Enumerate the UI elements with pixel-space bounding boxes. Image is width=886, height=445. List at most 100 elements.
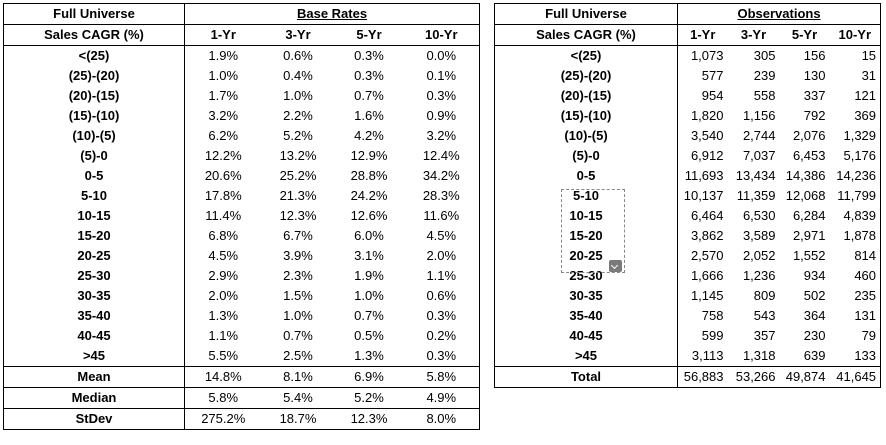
row-value[interactable]: 3.9% — [283, 248, 313, 263]
row-value[interactable]: 6.2% — [184, 126, 262, 146]
row-label[interactable]: 25-30 — [569, 268, 603, 283]
row-value[interactable]: 0.6% — [426, 288, 457, 303]
row-value[interactable]: 5,176 — [843, 148, 877, 163]
row-value[interactable]: 34.2% — [422, 168, 460, 183]
row-value[interactable]: 3.2% — [426, 128, 457, 143]
row-value[interactable]: 2.9% — [184, 266, 262, 286]
row-value[interactable]: 0.6% — [283, 48, 313, 63]
row-value[interactable]: 364 — [803, 308, 826, 323]
row-value[interactable]: 2,971 — [792, 228, 826, 243]
row-value[interactable]: 6,464 — [677, 206, 728, 226]
row-label[interactable]: 10-15 — [77, 208, 111, 223]
row-value[interactable]: 3,862 — [677, 226, 728, 246]
row-value[interactable]: 230 — [803, 328, 826, 343]
row-value[interactable]: 12.4% — [422, 148, 460, 163]
row-label[interactable]: (15)-(10) — [68, 108, 120, 123]
summary-label[interactable]: Total — [494, 366, 678, 388]
row-value[interactable]: 792 — [803, 108, 826, 123]
row-value[interactable]: 0.0% — [426, 48, 457, 63]
summary-value[interactable]: 5.2% — [334, 387, 404, 409]
summary-value[interactable]: 18.7% — [261, 408, 335, 430]
summary-label[interactable]: StDev — [3, 408, 185, 430]
row-value[interactable]: 1,073 — [677, 45, 728, 66]
row-value[interactable]: 460 — [854, 268, 877, 283]
column-header-3[interactable]: 10-Yr — [403, 24, 480, 46]
row-value[interactable]: 14,236 — [836, 168, 877, 183]
row-label[interactable]: (5)-0 — [80, 148, 108, 163]
row-value[interactable]: 4.2% — [354, 128, 384, 143]
row-value[interactable]: 639 — [803, 348, 826, 363]
row-value[interactable]: 6.8% — [184, 226, 262, 246]
row-label[interactable]: 5-10 — [572, 188, 600, 203]
row-value[interactable]: 1.3% — [354, 348, 384, 363]
summary-value[interactable]: 8.0% — [403, 408, 480, 430]
summary-value[interactable]: 53,266 — [727, 366, 780, 388]
row-value[interactable]: 3,113 — [677, 346, 728, 367]
row-label[interactable]: >45 — [574, 348, 598, 363]
row-value[interactable]: 7,037 — [742, 148, 776, 163]
row-value[interactable]: 2.2% — [283, 108, 313, 123]
row-value[interactable]: 1.6% — [354, 108, 384, 123]
row-value[interactable]: 1.0% — [354, 288, 384, 303]
row-value[interactable]: 239 — [753, 68, 776, 83]
row-value[interactable]: 11,359 — [736, 188, 776, 203]
row-value[interactable]: 502 — [803, 288, 826, 303]
row-value[interactable]: 814 — [854, 248, 877, 263]
row-value[interactable]: 28.3% — [422, 188, 460, 203]
row-value[interactable]: 15 — [861, 48, 877, 63]
row-value[interactable]: 133 — [854, 348, 877, 363]
row-label[interactable]: 0-5 — [576, 168, 596, 183]
row-value[interactable]: 1.5% — [283, 288, 313, 303]
row-value[interactable]: 11,799 — [837, 188, 877, 203]
table-title[interactable]: Observations — [676, 3, 881, 25]
row-value[interactable]: 0.3% — [426, 308, 457, 323]
row-label[interactable]: 25-30 — [77, 268, 111, 283]
row-value[interactable]: 357 — [753, 328, 776, 343]
row-value[interactable]: 1.0% — [283, 308, 313, 323]
row-label[interactable]: (20)-(15) — [560, 88, 612, 103]
row-value[interactable]: 305 — [753, 48, 776, 63]
row-value[interactable]: 1,156 — [742, 108, 776, 123]
summary-value[interactable]: 6.9% — [334, 366, 404, 388]
row-value[interactable]: 4.5% — [184, 246, 262, 266]
row-value[interactable]: 1.1% — [184, 326, 262, 346]
row-value[interactable]: 6,284 — [792, 208, 826, 223]
row-value[interactable]: 0.4% — [283, 68, 313, 83]
row-value[interactable]: 14,386 — [785, 168, 826, 183]
row-value[interactable]: 5.5% — [184, 346, 262, 367]
row-value[interactable]: 599 — [677, 326, 728, 346]
column-header-0[interactable]: 1-Yr — [677, 24, 728, 46]
row-value[interactable]: 235 — [854, 288, 877, 303]
row-value[interactable]: 558 — [753, 88, 776, 103]
row-value[interactable]: 25.2% — [279, 168, 317, 183]
row-label[interactable]: (25)-(20) — [68, 68, 120, 83]
row-value[interactable]: 11.6% — [423, 208, 460, 223]
row-value[interactable]: 3.2% — [184, 106, 262, 126]
column-header-2[interactable]: 5-Yr — [779, 24, 830, 46]
row-label[interactable]: 20-25 — [569, 248, 603, 263]
row-value[interactable]: 6,912 — [677, 146, 728, 166]
row-value[interactable]: 21.3% — [279, 188, 317, 203]
row-value[interactable]: 3,589 — [742, 228, 776, 243]
column-header-2[interactable]: 5-Yr — [334, 24, 404, 46]
row-value[interactable]: 0.9% — [426, 108, 457, 123]
summary-value[interactable]: 56,883 — [677, 366, 728, 388]
row-value[interactable]: 1.0% — [184, 66, 262, 86]
summary-value[interactable]: 5.4% — [261, 387, 335, 409]
row-value[interactable]: 13.2% — [279, 148, 317, 163]
row-value[interactable]: 10,137 — [677, 186, 728, 206]
row-value[interactable]: 13,434 — [735, 168, 776, 183]
row-value[interactable]: 6.0% — [354, 228, 384, 243]
summary-value[interactable]: 5.8% — [184, 387, 262, 409]
header-universe-label[interactable]: Full Universe — [53, 6, 135, 21]
table-title[interactable]: Base Rates — [183, 3, 480, 25]
row-label[interactable]: >45 — [82, 348, 106, 363]
row-value[interactable]: 1.7% — [184, 86, 262, 106]
row-label[interactable]: 30-35 — [569, 288, 603, 303]
row-value[interactable]: 0.1% — [426, 68, 457, 83]
row-value[interactable]: 1.0% — [283, 88, 313, 103]
row-value[interactable]: 6,453 — [792, 148, 826, 163]
row-value[interactable]: 1,318 — [742, 348, 776, 363]
row-value[interactable]: 17.8% — [184, 186, 262, 206]
row-value[interactable]: 0.5% — [354, 328, 384, 343]
